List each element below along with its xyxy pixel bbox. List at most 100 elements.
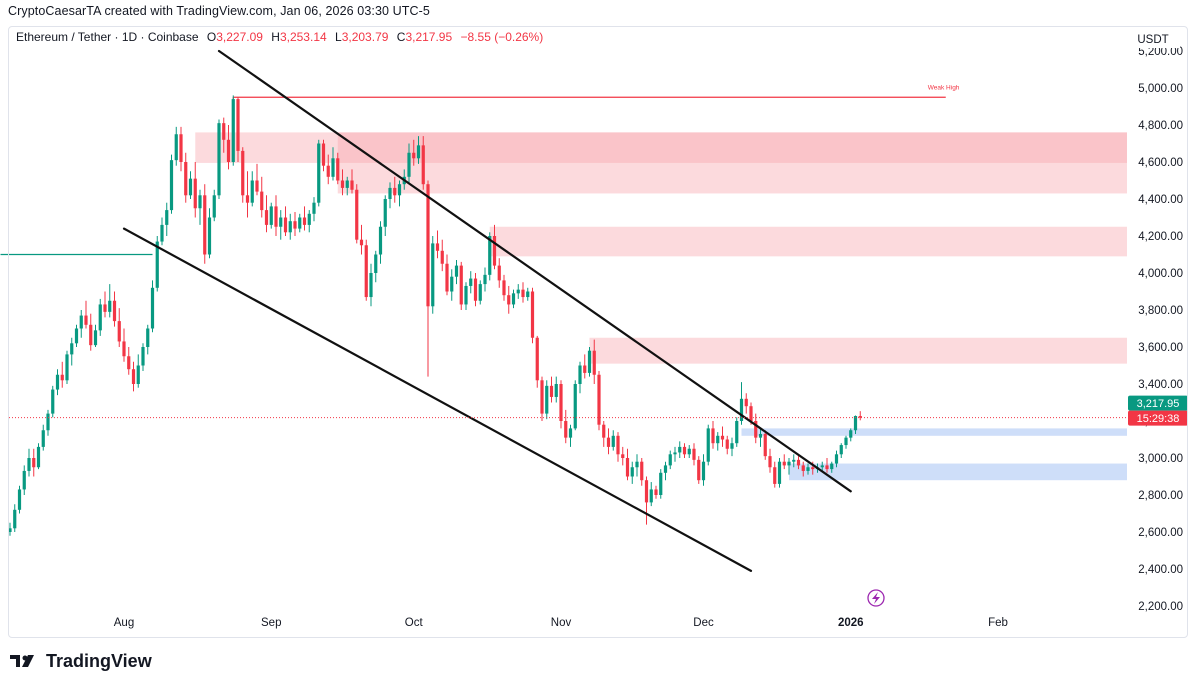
candle: [369, 263, 373, 307]
candle: [611, 430, 615, 451]
candle: [345, 176, 349, 196]
symbol-name[interactable]: Ethereum / Tether · 1D · Coinbase: [16, 30, 199, 44]
candle: [711, 421, 715, 449]
candle: [630, 461, 634, 484]
candle: [250, 171, 254, 207]
price-axis[interactable]: 2,200.00 2,400.00 2,600.00 2,800.00 3,000.00…: [1138, 46, 1183, 613]
candle: [41, 424, 45, 451]
candle-body: [217, 123, 221, 196]
candle-body: [150, 287, 155, 329]
candle: [478, 280, 482, 305]
candle-body: [193, 178, 197, 209]
candle-body: [397, 184, 402, 196]
candle-body: [250, 180, 254, 203]
candle-body: [103, 304, 107, 312]
candle: [773, 461, 777, 488]
candle-body: [355, 189, 359, 240]
candle: [716, 432, 720, 451]
candle: [564, 409, 568, 444]
candle: [198, 189, 202, 225]
change-value: −8.55 (−0.26%): [460, 30, 544, 44]
candle-body: [226, 139, 231, 162]
candle-body: [611, 435, 615, 447]
candle-body: [787, 461, 791, 466]
candle-body: [302, 217, 307, 225]
tradingview-logo[interactable]: TradingView: [10, 650, 152, 672]
candle-body: [426, 184, 430, 307]
candle-body: [621, 454, 625, 458]
time-axis[interactable]: Aug Sep Oct Nov Dec 2026 Feb: [114, 617, 1008, 629]
candle: [17, 485, 22, 514]
candle: [231, 95, 235, 166]
candle: [511, 289, 516, 309]
candle: [136, 354, 140, 388]
candle-body: [516, 289, 520, 294]
candle-body: [412, 152, 416, 159]
candle-body: [336, 158, 340, 181]
candle: [459, 261, 463, 310]
candle-body: [312, 202, 316, 214]
low-label: L: [335, 30, 342, 44]
price-tick-label: 4,000.00: [1138, 268, 1183, 280]
candle: [483, 267, 487, 292]
candle: [27, 448, 31, 477]
price-tick-label: 2,800.00: [1138, 490, 1183, 502]
candle-body: [782, 461, 786, 466]
tradingview-wordmark: TradingView: [46, 650, 152, 671]
candle: [654, 485, 658, 499]
candle-body: [241, 150, 245, 196]
candle: [245, 171, 250, 218]
candle-body: [725, 439, 729, 449]
price-chart[interactable]: 2,200.00 2,400.00 2,600.00 2,800.00 3,000.00…: [0, 0, 1200, 640]
high-label: H: [271, 30, 280, 44]
upper-trendline: [217, 49, 852, 493]
candle: [469, 271, 473, 294]
candle: [350, 169, 354, 194]
candle: [597, 371, 601, 431]
candle: [217, 119, 221, 199]
candle-body: [597, 374, 601, 425]
candle: [226, 125, 231, 170]
candle: [141, 343, 145, 372]
candle: [169, 154, 174, 214]
candle: [602, 421, 606, 447]
candle: [796, 456, 801, 470]
candle: [573, 380, 577, 431]
candle: [421, 136, 425, 190]
chart-attribution: CryptoCaesarTA created with TradingView.…: [8, 4, 430, 18]
candle-body: [692, 448, 696, 460]
currency-box[interactable]: [1130, 30, 1180, 48]
candle-body: [388, 187, 392, 199]
candle: [692, 443, 696, 466]
currency-label[interactable]: USDT: [1137, 34, 1168, 46]
candle-body: [777, 461, 782, 484]
candle-body: [668, 454, 672, 466]
candle-body: [834, 454, 839, 464]
price-tick-label: 2,400.00: [1138, 564, 1183, 576]
candles-layer: [8, 95, 862, 536]
candle: [193, 162, 197, 218]
candle-body: [839, 445, 843, 455]
lightning-icon[interactable]: [867, 589, 885, 607]
open-value: 3,227.09: [216, 30, 263, 44]
candle-body: [79, 315, 83, 329]
candle: [331, 147, 335, 181]
candle-body: [27, 458, 31, 471]
candle: [663, 461, 668, 481]
candle-body: [155, 241, 159, 288]
candle: [758, 428, 763, 447]
candle-body: [245, 195, 250, 203]
candle-body: [283, 217, 288, 233]
candle: [858, 411, 862, 421]
candle: [820, 461, 824, 471]
candle-body: [74, 328, 79, 344]
candle: [146, 324, 150, 355]
candle-body: [369, 273, 373, 298]
candle-body: [345, 180, 349, 188]
supply-zone: [195, 132, 1127, 163]
candle: [212, 189, 216, 222]
candle: [407, 143, 411, 185]
candle: [507, 285, 511, 314]
candle: [388, 182, 392, 209]
candle: [853, 415, 858, 434]
